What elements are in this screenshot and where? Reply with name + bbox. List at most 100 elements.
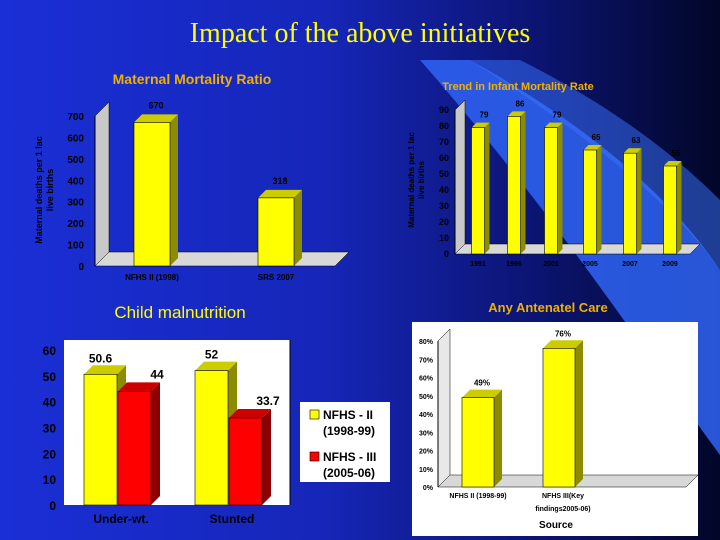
y-axis-label-line: Maternal deaths per 1 lac xyxy=(34,136,44,244)
bar-side xyxy=(676,161,682,254)
chart-title: Trend in Infant Mortality Rate xyxy=(442,81,594,93)
bar-top xyxy=(229,408,271,418)
y-axis-label-line: Maternal deaths per 1 lac xyxy=(407,132,416,228)
y-tick-label: 40 xyxy=(439,185,449,195)
data-label: 79 xyxy=(480,111,489,120)
y-tick-label: 30% xyxy=(419,430,434,437)
bar-side xyxy=(494,389,502,487)
bar-side xyxy=(484,122,490,254)
data-label: 670 xyxy=(148,100,163,110)
data-label: 44 xyxy=(150,367,164,381)
bar-top xyxy=(462,389,502,398)
x-tick-label: SRS 2007 xyxy=(258,273,295,282)
bar xyxy=(471,127,485,255)
y-tick-label: 500 xyxy=(67,155,84,166)
data-label: 52 xyxy=(205,348,219,362)
data-label: 55 xyxy=(672,149,681,158)
y-tick-label: 0 xyxy=(444,249,449,259)
y-tick-label: 80% xyxy=(419,339,434,346)
legend-label-line: (1998-99) xyxy=(323,424,375,438)
legend-swatch xyxy=(309,409,320,420)
bar-side xyxy=(294,189,302,266)
bar xyxy=(663,165,677,255)
data-label: 49% xyxy=(474,379,490,388)
x-tick-label-line: findings2005-06) xyxy=(535,506,590,513)
y-axis-label: Maternal deaths per 1 laclive births xyxy=(34,136,55,244)
legend-label: NFHS - II (1998-99) xyxy=(323,408,375,438)
y-tick-label: 10% xyxy=(419,467,434,474)
bar xyxy=(544,127,558,255)
x-tick-label: 2009 xyxy=(662,261,678,268)
bar xyxy=(133,122,171,267)
bar xyxy=(542,347,576,488)
bar-top xyxy=(134,114,178,123)
legend-label: NFHS - III (2005-06) xyxy=(323,450,376,480)
legend-swatch xyxy=(309,451,320,462)
y-tick-label: 40 xyxy=(43,396,57,410)
bar xyxy=(257,197,295,267)
bar xyxy=(83,373,118,506)
data-label: 65 xyxy=(592,133,601,142)
chart-wall xyxy=(437,328,451,488)
bar-top xyxy=(583,145,602,150)
y-tick-label: 60% xyxy=(419,376,434,383)
y-tick-label: 400 xyxy=(67,176,84,187)
legend-label-line: (2005-06) xyxy=(323,466,375,480)
bar xyxy=(461,397,495,488)
x-tick-label: Under-wt. xyxy=(93,512,148,526)
bar-top xyxy=(507,111,526,117)
data-label: 318 xyxy=(272,176,287,186)
x-tick-label: NFHS II (1998-99) xyxy=(449,493,506,500)
y-tick-label: 70 xyxy=(439,137,449,147)
y-tick-label: 70% xyxy=(419,357,434,364)
chart-title: Any Antenatel Care xyxy=(488,300,607,315)
bar-top xyxy=(195,361,237,371)
bar-side xyxy=(636,148,642,254)
bar-top xyxy=(623,148,642,154)
bar-top xyxy=(118,382,160,392)
y-tick-label: 20% xyxy=(419,449,434,456)
y-tick-label: 600 xyxy=(67,133,84,144)
y-axis-label-line: live births xyxy=(45,169,55,212)
legend-label-line: NFHS - II xyxy=(323,408,373,422)
data-label: 79 xyxy=(553,111,562,120)
y-tick-label: 100 xyxy=(67,241,84,252)
data-label: 86 xyxy=(516,99,525,108)
y-tick-label: 0 xyxy=(78,262,84,273)
bar-top xyxy=(663,161,682,166)
x-tick-label: 2007 xyxy=(622,261,638,268)
bar-top xyxy=(544,122,563,128)
y-tick-label: 40% xyxy=(419,412,434,419)
bar-side xyxy=(170,114,178,266)
x-tick-label: NFHS II (1998) xyxy=(125,273,179,282)
chart-title: Child malnutrition xyxy=(114,303,245,322)
y-axis-label: Maternal deaths per 1 laclive births xyxy=(407,132,426,228)
x-tick-label: 1996 xyxy=(506,261,522,268)
y-tick-label: 90 xyxy=(439,105,449,115)
bar xyxy=(194,370,229,506)
bar-top xyxy=(84,365,126,375)
y-tick-label: 50 xyxy=(43,370,57,384)
y-tick-label: 10 xyxy=(43,473,57,487)
x-tick-label-line: NFHS III(Key xyxy=(542,493,584,500)
bar-side xyxy=(596,145,602,254)
x-tick-label: NFHS III(Key findings2005-06) xyxy=(535,493,590,513)
x-tick-label: Stunted xyxy=(210,512,255,526)
data-label: 63 xyxy=(632,136,641,145)
y-tick-label: 50% xyxy=(419,394,434,401)
y-tick-label: 80 xyxy=(439,121,449,131)
x-tick-label: 1991 xyxy=(470,261,486,268)
data-label: 76% xyxy=(555,329,571,338)
y-tick-label: 10 xyxy=(439,233,449,243)
bar-side xyxy=(262,408,271,505)
bar xyxy=(583,149,597,255)
y-tick-label: 700 xyxy=(67,112,84,123)
legend-label-line: NFHS - III xyxy=(323,450,376,464)
chart-title: Maternal Mortality Ratio xyxy=(113,71,272,87)
bar xyxy=(117,391,152,506)
y-tick-label: 50 xyxy=(439,169,449,179)
y-tick-label: 200 xyxy=(67,219,84,230)
